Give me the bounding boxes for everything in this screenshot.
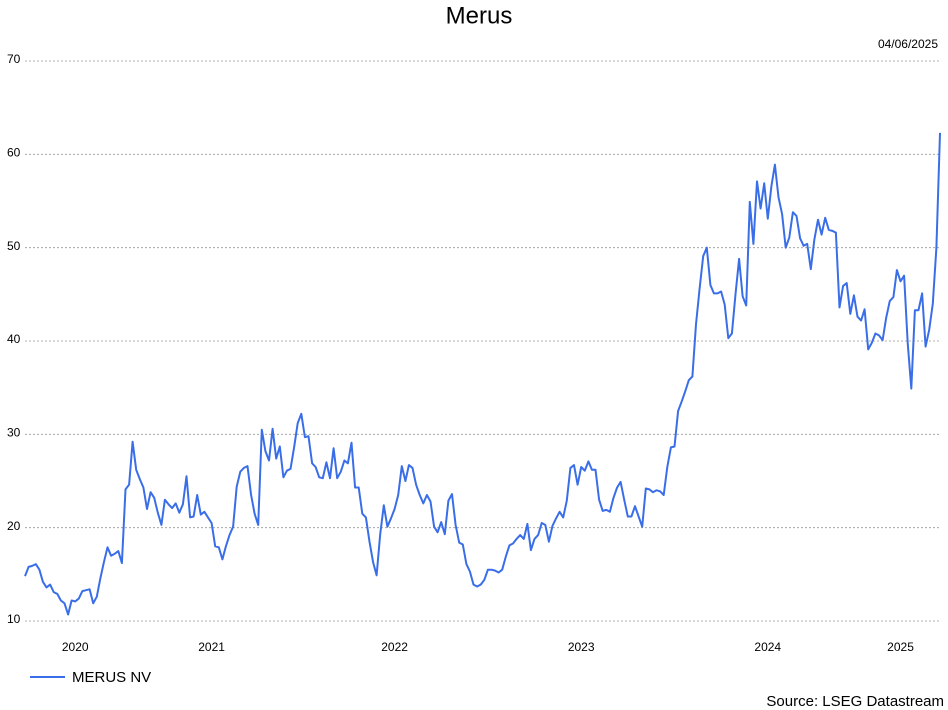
x-tick-label: 2025 — [887, 640, 914, 654]
x-tick-label: 2023 — [568, 640, 595, 654]
x-tick-label: 2022 — [381, 640, 408, 654]
source-label: Source: LSEG Datastream — [766, 693, 944, 710]
y-tick-label: 20 — [7, 519, 21, 533]
price-line — [24, 132, 941, 616]
x-tick-label: 2024 — [754, 640, 781, 654]
y-tick-label: 60 — [7, 146, 21, 160]
legend-label: MERUS NV — [72, 669, 151, 686]
date-label: 04/06/2025 — [878, 37, 938, 51]
x-tick-label: 2020 — [62, 640, 89, 654]
chart-title: Merus — [446, 2, 513, 29]
y-tick-label: 50 — [7, 239, 21, 253]
y-tick-label: 40 — [7, 332, 21, 346]
y-tick-label: 70 — [7, 52, 21, 66]
y-tick-label: 30 — [7, 426, 21, 440]
y-tick-label: 10 — [7, 612, 21, 626]
x-tick-label: 2021 — [198, 640, 225, 654]
